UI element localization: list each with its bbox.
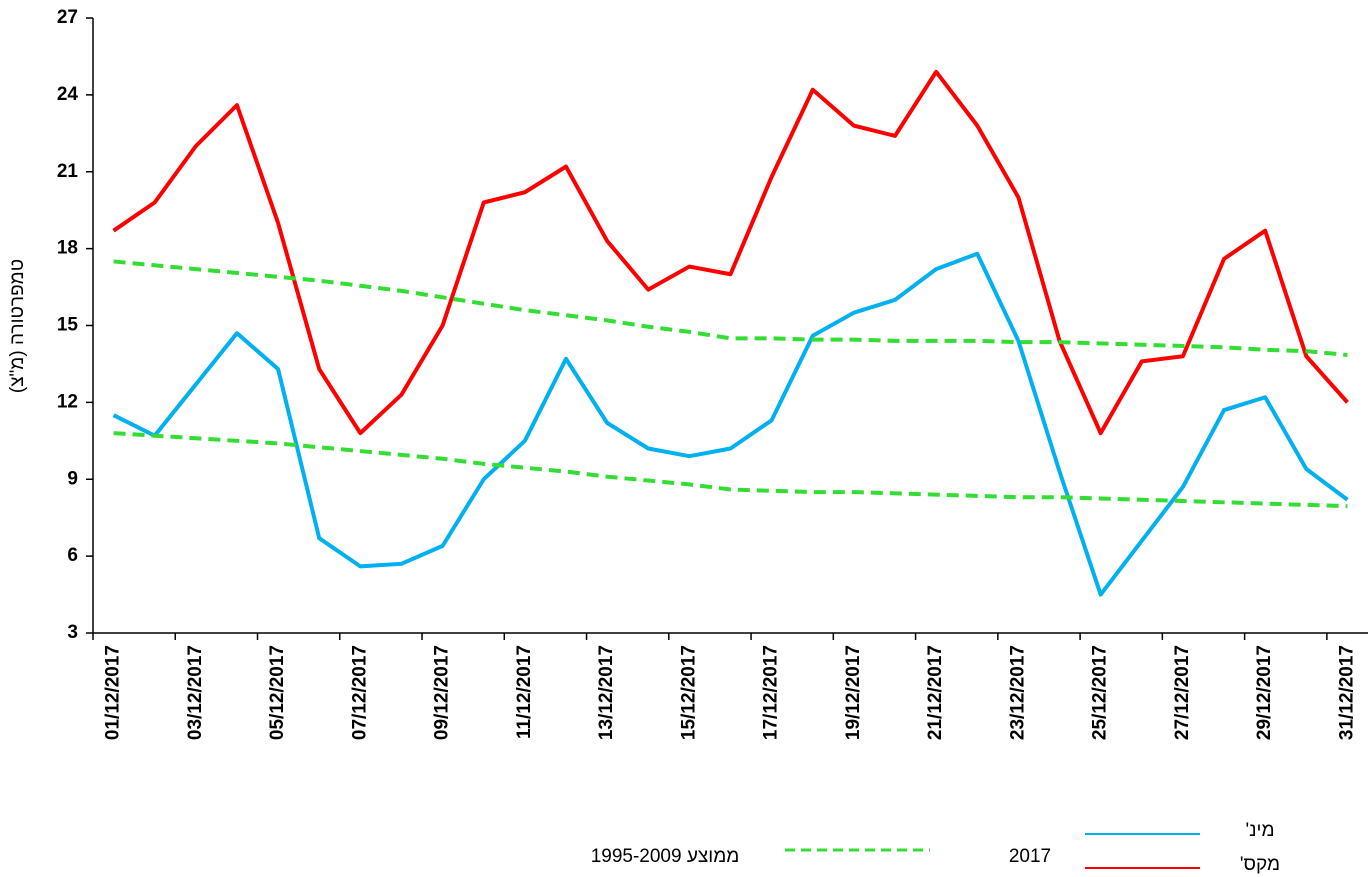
x-tick-label: 27/12/2017	[1172, 645, 1193, 740]
x-tick-label: 19/12/2017	[843, 645, 864, 740]
series-line	[113, 259, 1348, 357]
legend-label: מינ'	[1245, 820, 1274, 841]
x-tick-label: 01/12/2017	[103, 645, 124, 740]
legend-label: ממוצע 1995-2009	[591, 846, 740, 867]
x-tick-label: 03/12/2017	[185, 645, 206, 740]
y-tick-label: 3	[67, 622, 78, 643]
x-tick-label: 09/12/2017	[432, 645, 453, 740]
x-tick-label: 23/12/2017	[1007, 645, 1028, 740]
series-line	[113, 431, 1348, 509]
x-tick-label: 05/12/2017	[267, 645, 288, 740]
legend-label: מקס'	[1240, 854, 1280, 875]
x-tick-label: 25/12/2017	[1090, 645, 1111, 740]
series-line	[112, 69, 1349, 436]
y-tick-label: 18	[57, 238, 78, 259]
x-tick-label: 17/12/2017	[761, 645, 782, 740]
x-tick-label: 15/12/2017	[678, 645, 699, 740]
x-tick-label: 21/12/2017	[925, 645, 946, 740]
legend-group-label: 2017	[1009, 846, 1051, 867]
x-tick-label: 29/12/2017	[1254, 645, 1275, 740]
y-tick-label: 6	[67, 545, 78, 566]
y-tick-label: 12	[57, 391, 78, 412]
y-tick-label: 9	[67, 468, 78, 489]
y-tick-label: 21	[57, 161, 79, 182]
y-tick-label: 15	[57, 315, 79, 336]
x-tick-label: 31/12/2017	[1336, 645, 1357, 740]
x-tick-label: 13/12/2017	[596, 645, 617, 740]
series-line	[112, 251, 1349, 597]
y-tick-label: 24	[57, 84, 79, 105]
x-tick-label: 07/12/2017	[349, 645, 370, 740]
x-tick-label: 11/12/2017	[514, 645, 535, 739]
y-axis-label: טמפרטורה (מ"צ)	[7, 259, 28, 393]
y-tick-label: 27	[57, 7, 78, 28]
